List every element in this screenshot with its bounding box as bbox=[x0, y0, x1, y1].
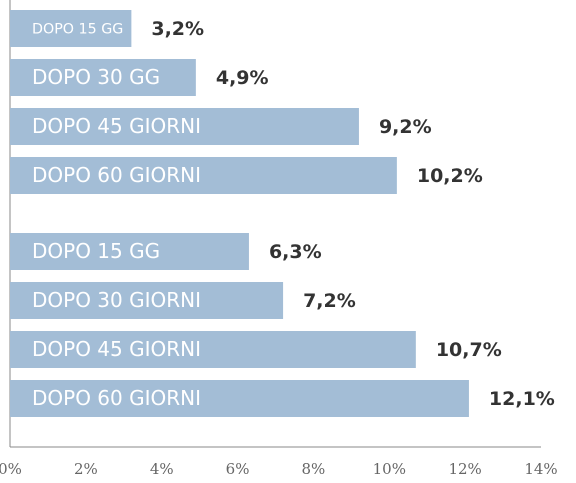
x-tick-label: 4% bbox=[150, 460, 174, 478]
x-tick-label: 10% bbox=[373, 460, 406, 478]
bar bbox=[10, 157, 397, 194]
category-label: DOPO 30 GG bbox=[32, 65, 160, 89]
value-label: 6,3% bbox=[269, 241, 322, 263]
bar bbox=[10, 10, 132, 47]
value-label: 12,1% bbox=[489, 388, 555, 410]
category-label: DOPO 30 GIORNI bbox=[32, 288, 201, 312]
x-tick-label: 0% bbox=[0, 460, 22, 478]
category-label: DOPO 15 GG bbox=[32, 239, 160, 263]
value-label: 3,2% bbox=[151, 18, 204, 40]
value-label: 7,2% bbox=[303, 290, 356, 312]
bar bbox=[10, 108, 359, 145]
bar bbox=[10, 233, 249, 270]
value-label: 9,2% bbox=[379, 116, 432, 138]
category-label: DOPO 45 GIORNI bbox=[32, 114, 201, 138]
bar bbox=[10, 282, 284, 319]
x-tick-label: 14% bbox=[524, 460, 557, 478]
bar bbox=[10, 59, 196, 96]
x-tick-label: 12% bbox=[448, 460, 481, 478]
category-label: DOPO 45 GIORNI bbox=[32, 337, 201, 361]
x-tick-label: 2% bbox=[74, 460, 98, 478]
value-label: 10,7% bbox=[436, 339, 502, 361]
category-label: DOPO 15 GG bbox=[32, 22, 123, 38]
value-label: 10,2% bbox=[417, 165, 483, 187]
value-label: 4,9% bbox=[216, 67, 269, 89]
category-label: DOPO 60 GIORNI bbox=[32, 163, 201, 187]
category-label: DOPO 60 GIORNI bbox=[32, 386, 201, 410]
bar bbox=[10, 331, 416, 368]
x-tick-label: 8% bbox=[302, 460, 326, 478]
bar bbox=[10, 380, 469, 417]
x-tick-label: 6% bbox=[226, 460, 250, 478]
